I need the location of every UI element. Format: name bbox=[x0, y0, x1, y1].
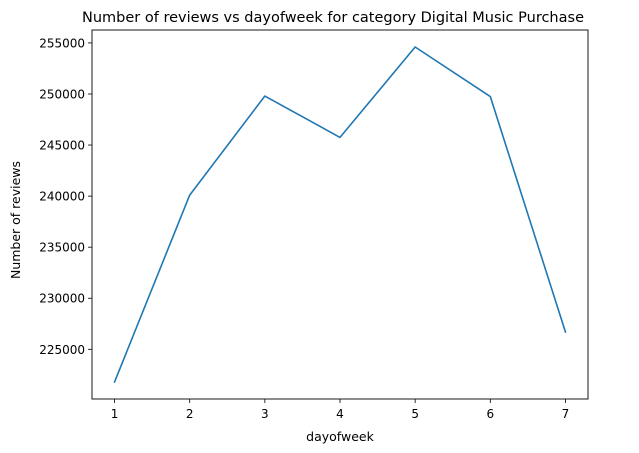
x-tick-label: 4 bbox=[336, 407, 344, 421]
chart-title: Number of reviews vs dayofweek for categ… bbox=[82, 10, 584, 26]
x-tick-label: 5 bbox=[411, 407, 419, 421]
x-axis-label: dayofweek bbox=[306, 429, 374, 444]
plot-area: 1 2 3 4 5 6 7 225000 230000 235000 240000 245000 250… bbox=[39, 29, 589, 421]
y-tick-label: 230000 bbox=[39, 292, 85, 306]
x-tick-label: 6 bbox=[486, 407, 494, 421]
y-tick-label: 255000 bbox=[39, 36, 85, 50]
axes-frame bbox=[91, 29, 589, 400]
y-tick-label: 245000 bbox=[39, 139, 85, 153]
y-axis-label: Number of reviews bbox=[8, 161, 23, 279]
x-tick-label: 3 bbox=[261, 407, 269, 421]
x-tick-label: 1 bbox=[111, 407, 119, 421]
series-line bbox=[113, 46, 567, 384]
x-tick-label: 2 bbox=[186, 407, 194, 421]
x-tick-label: 7 bbox=[562, 407, 570, 421]
y-tick-label: 235000 bbox=[39, 241, 85, 255]
y-tick-label: 250000 bbox=[39, 87, 85, 101]
y-tick-label: 225000 bbox=[39, 343, 85, 357]
y-tick-label: 240000 bbox=[39, 190, 85, 204]
